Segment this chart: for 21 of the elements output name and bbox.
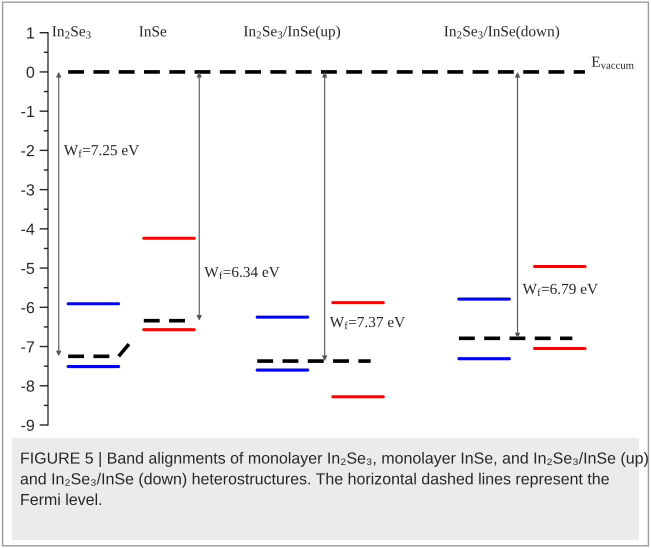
y-tick-label: -2 [21,145,34,156]
y-tick-label: 0 [26,66,34,78]
annotation: W$_{f}$=7.25 eV [64,145,140,158]
y-tick-label: 1 [27,28,34,38]
annotation: InSe [139,26,166,37]
annotation: In$_{2}$Se$_{3}$/InSe(down) [444,26,560,40]
annotation: W$_{f}$=6.34 eV [204,266,280,280]
y-tick-label: -9 [21,420,34,431]
y-tick-label: -8 [21,380,34,392]
annotation: W$_{f}$=6.79 eV [522,284,598,296]
y-tick-label: -1 [21,106,34,117]
y-tick-label: -7 [21,341,34,352]
y-tick-label: -5 [21,262,34,274]
y-tick-label: -3 [21,184,34,196]
y-tick-label: -4 [21,224,34,235]
text: E$_{vaccum}$ [592,56,634,69]
annotation: In$_{2}$Se$_{3}$ [52,26,91,38]
y-tick-label: -6 [21,302,34,314]
annotation: In$_{2}$Se$_{3}$/InSe(up) [244,26,340,40]
caption: FIGURE 5 | Band alignments of monolayer In₂Se₃, monolayer InSe, and In₂Se₃/InSe (up) and In₂Se₃/InSe (down) heterostructures. The horizontal dashed lines represent the Fermi level. [20,452,648,506]
annotation: W$_{f}$=7.37 eV [330,316,405,330]
